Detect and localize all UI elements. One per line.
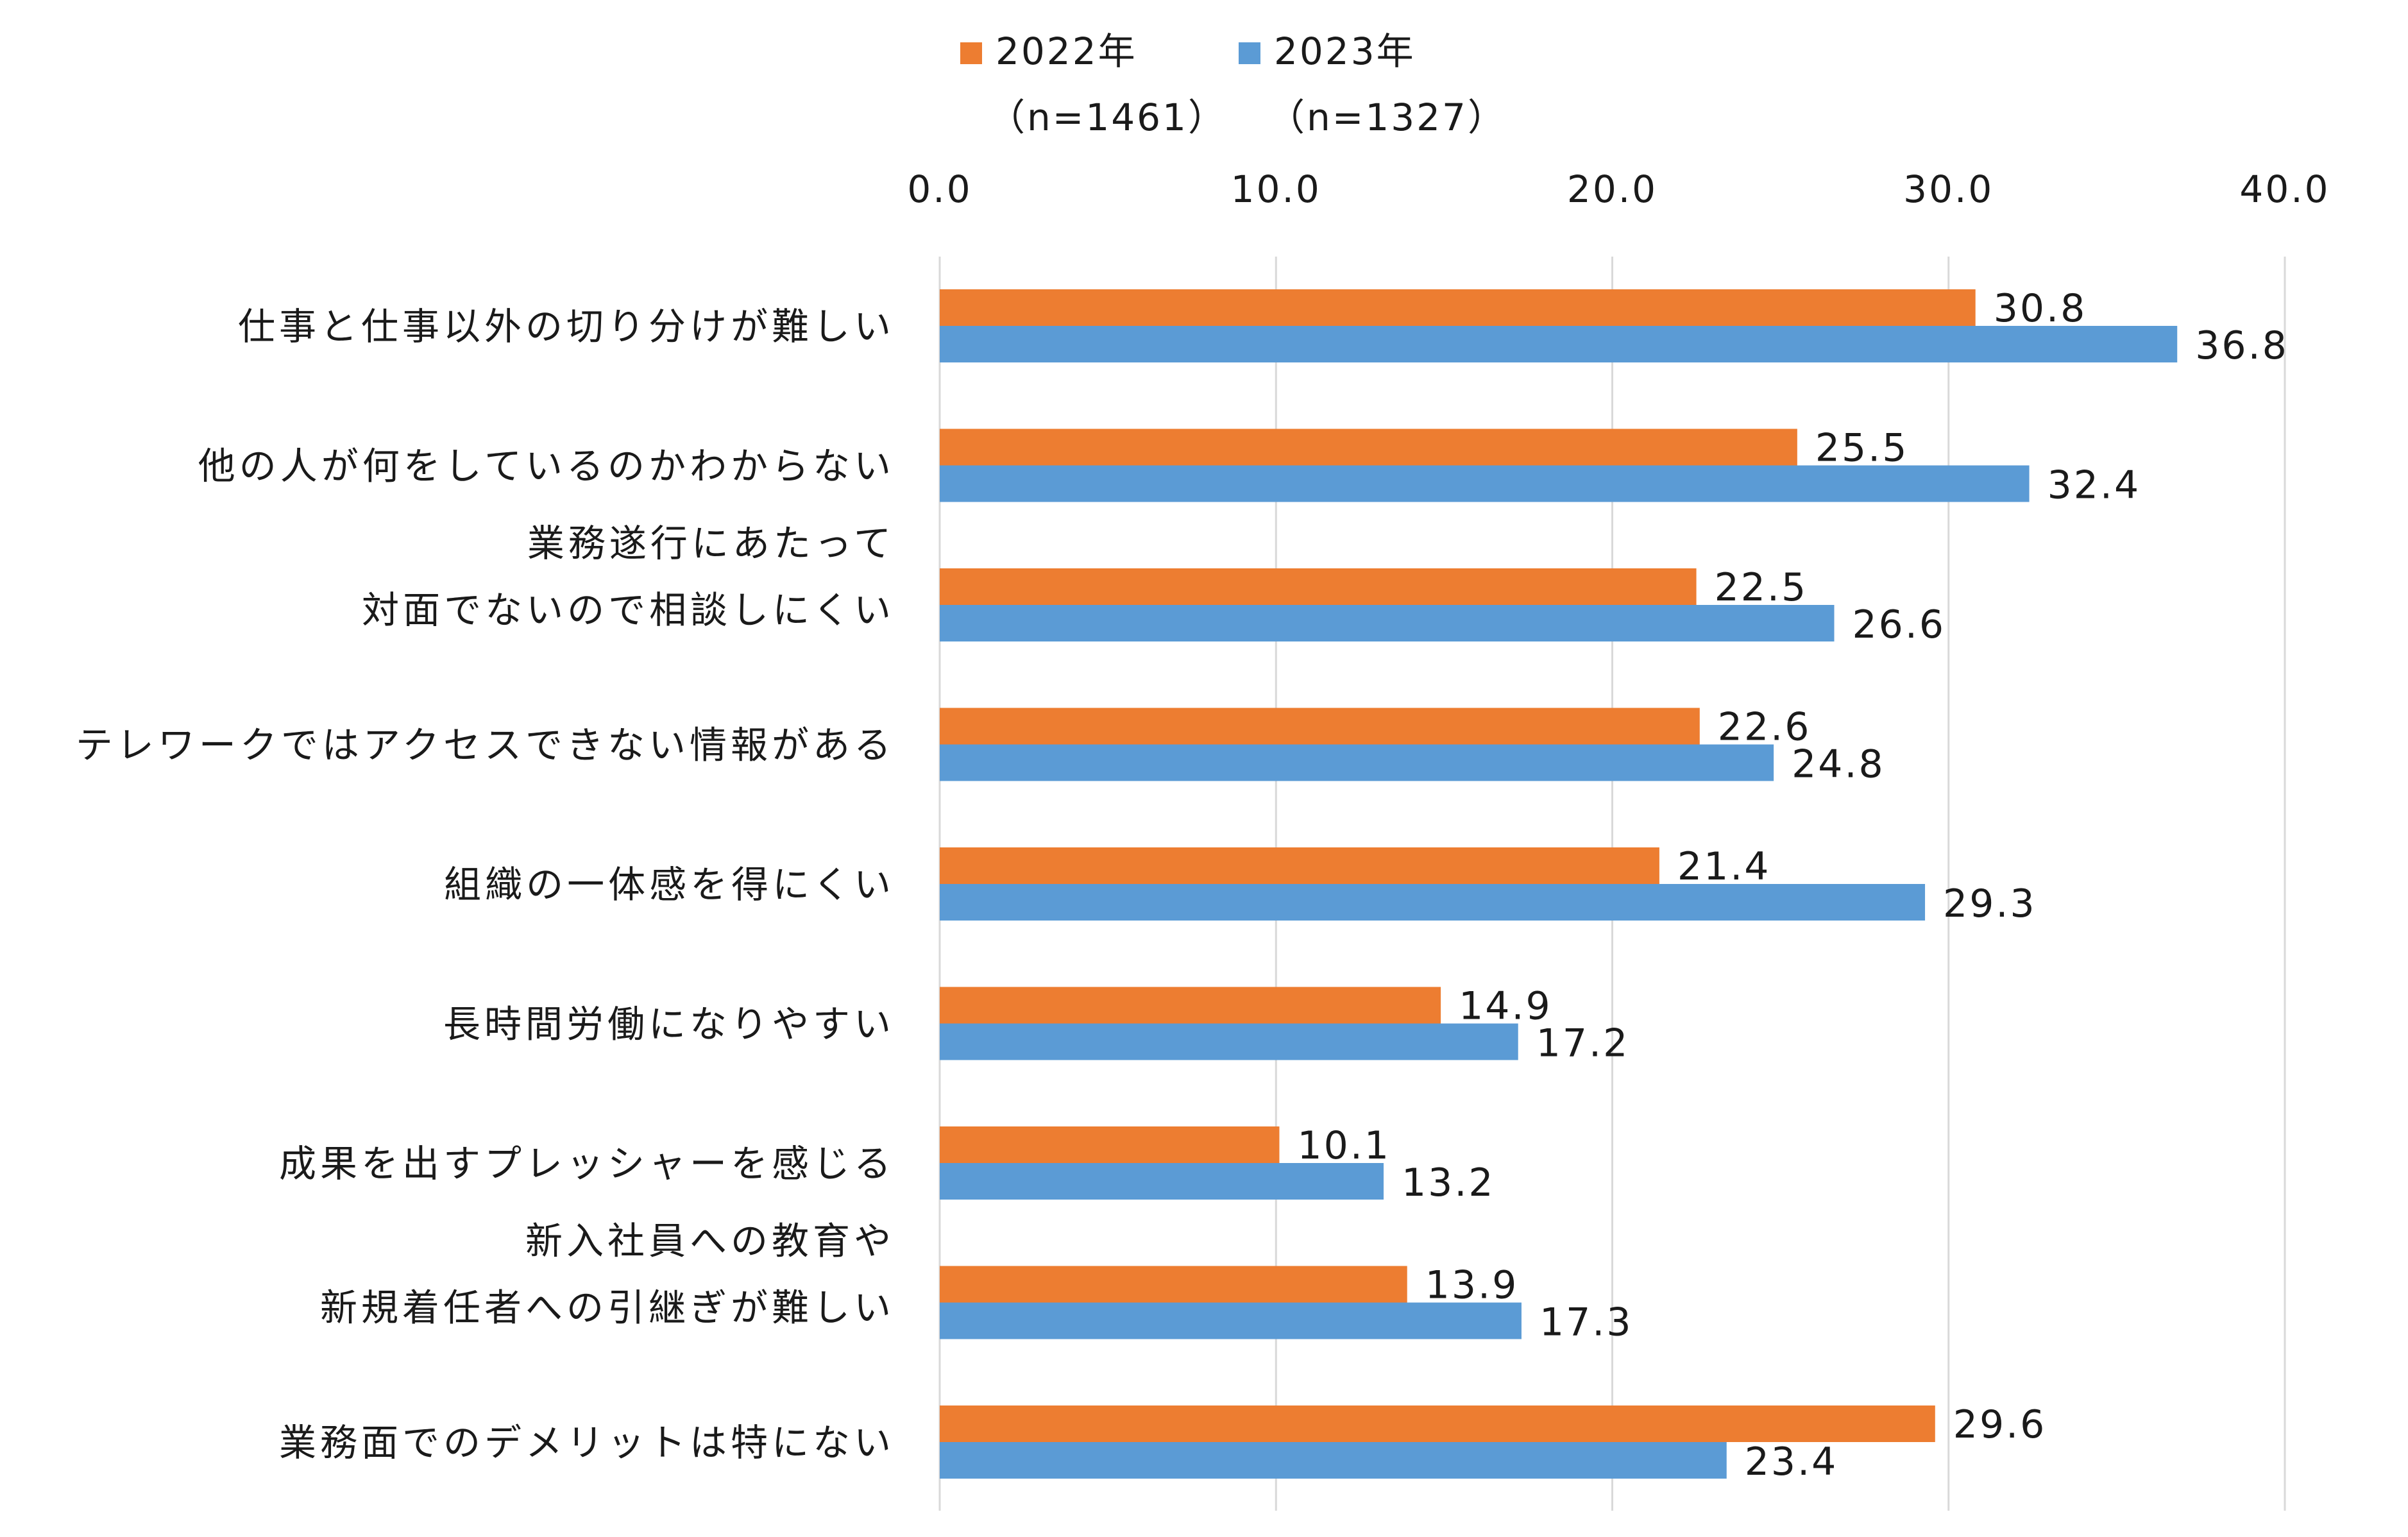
- bar-2022: [940, 847, 1659, 884]
- bar-2023: [940, 744, 1774, 781]
- category-label: 組織の一体感を得にくい: [444, 863, 895, 906]
- category-label: 仕事と仕事以外の切り分けが難しい: [238, 305, 895, 348]
- bar-2023: [940, 1302, 1522, 1339]
- x-tick-label: 20.0: [1567, 167, 1658, 211]
- legend-sample-2023: （n=1327）: [1268, 96, 1507, 139]
- value-label: 30.8: [1994, 286, 2087, 331]
- bar-2022: [940, 1126, 1280, 1163]
- bar-2022: [940, 987, 1441, 1024]
- bar-2023: [940, 465, 2030, 502]
- value-label: 24.8: [1792, 742, 1885, 787]
- x-tick-label: 0.0: [907, 167, 972, 211]
- bar-2022: [940, 1266, 1407, 1303]
- x-axis-ticks: 0.0 10.0 20.0 30.0 40.0: [907, 167, 2330, 211]
- category-label: テレワークではアクセスできない情報がある: [76, 724, 895, 767]
- bar-2023: [940, 326, 2178, 362]
- value-label: 14.9: [1459, 984, 1552, 1029]
- value-label: 29.6: [1953, 1402, 2047, 1447]
- legend-sample-2022: （n=1461）: [988, 96, 1227, 139]
- bar-2023: [940, 1163, 1384, 1200]
- bar-2023: [940, 1023, 1518, 1060]
- legend: 2022年 （n=1461） 2023年 （n=1327）: [960, 30, 1507, 139]
- value-label: 21.4: [1677, 844, 1771, 889]
- value-label: 13.2: [1402, 1160, 1495, 1205]
- category-labels: 仕事と仕事以外の切り分けが難しい他の人が何をしているのかわからない業務遂行にあた…: [76, 305, 895, 1465]
- legend-label-2022: 2022年: [996, 30, 1137, 73]
- legend-label-2023: 2023年: [1274, 30, 1416, 73]
- legend-swatch-2022: [960, 42, 982, 64]
- value-label: 26.6: [1853, 602, 1946, 647]
- value-label: 23.4: [1745, 1439, 1838, 1484]
- value-label: 17.2: [1536, 1021, 1630, 1066]
- legend-swatch-2023: [1239, 42, 1260, 64]
- x-tick-label: 40.0: [2239, 167, 2330, 211]
- value-label: 22.5: [1715, 565, 1808, 610]
- category-label: 成果を出すプレッシャーを感じる: [279, 1142, 895, 1185]
- bar-2023: [940, 605, 1835, 641]
- bar-2022: [940, 1405, 1935, 1442]
- category-label: 長時間労働になりやすい: [443, 1003, 895, 1046]
- category-label: 新入社員への教育や: [525, 1219, 895, 1263]
- category-label: 業務面でのデメリットは特にない: [279, 1421, 895, 1465]
- x-tick-label: 30.0: [1903, 167, 1994, 211]
- bar-2022: [940, 289, 1976, 326]
- category-label: 新規着任者への引継ぎが難しい: [320, 1286, 895, 1330]
- value-label: 32.4: [2048, 463, 2141, 508]
- value-label: 25.5: [1815, 426, 1909, 471]
- value-label: 36.8: [2195, 323, 2289, 368]
- category-label: 対面でないので相談しにくい: [362, 588, 895, 632]
- value-label: 22.6: [1718, 705, 1811, 750]
- value-label: 13.9: [1425, 1263, 1519, 1308]
- bar-2022: [940, 708, 1700, 745]
- x-tick-label: 10.0: [1231, 167, 1321, 211]
- bars: 30.8 36.8 25.5 32.4 22.5 26.6 22.624.8 21.4 29.3…: [940, 286, 2289, 1484]
- value-label: 17.3: [1539, 1300, 1633, 1345]
- value-label: 29.3: [1943, 881, 2037, 926]
- bar-2022: [940, 429, 1797, 466]
- bar-2023: [940, 884, 1926, 921]
- category-label: 他の人が何をしているのかわからない: [198, 445, 895, 488]
- value-label: 10.1: [1297, 1123, 1391, 1168]
- category-label: 業務遂行にあたって: [527, 522, 895, 565]
- bar-2022: [940, 568, 1697, 605]
- bar-2023: [940, 1442, 1727, 1479]
